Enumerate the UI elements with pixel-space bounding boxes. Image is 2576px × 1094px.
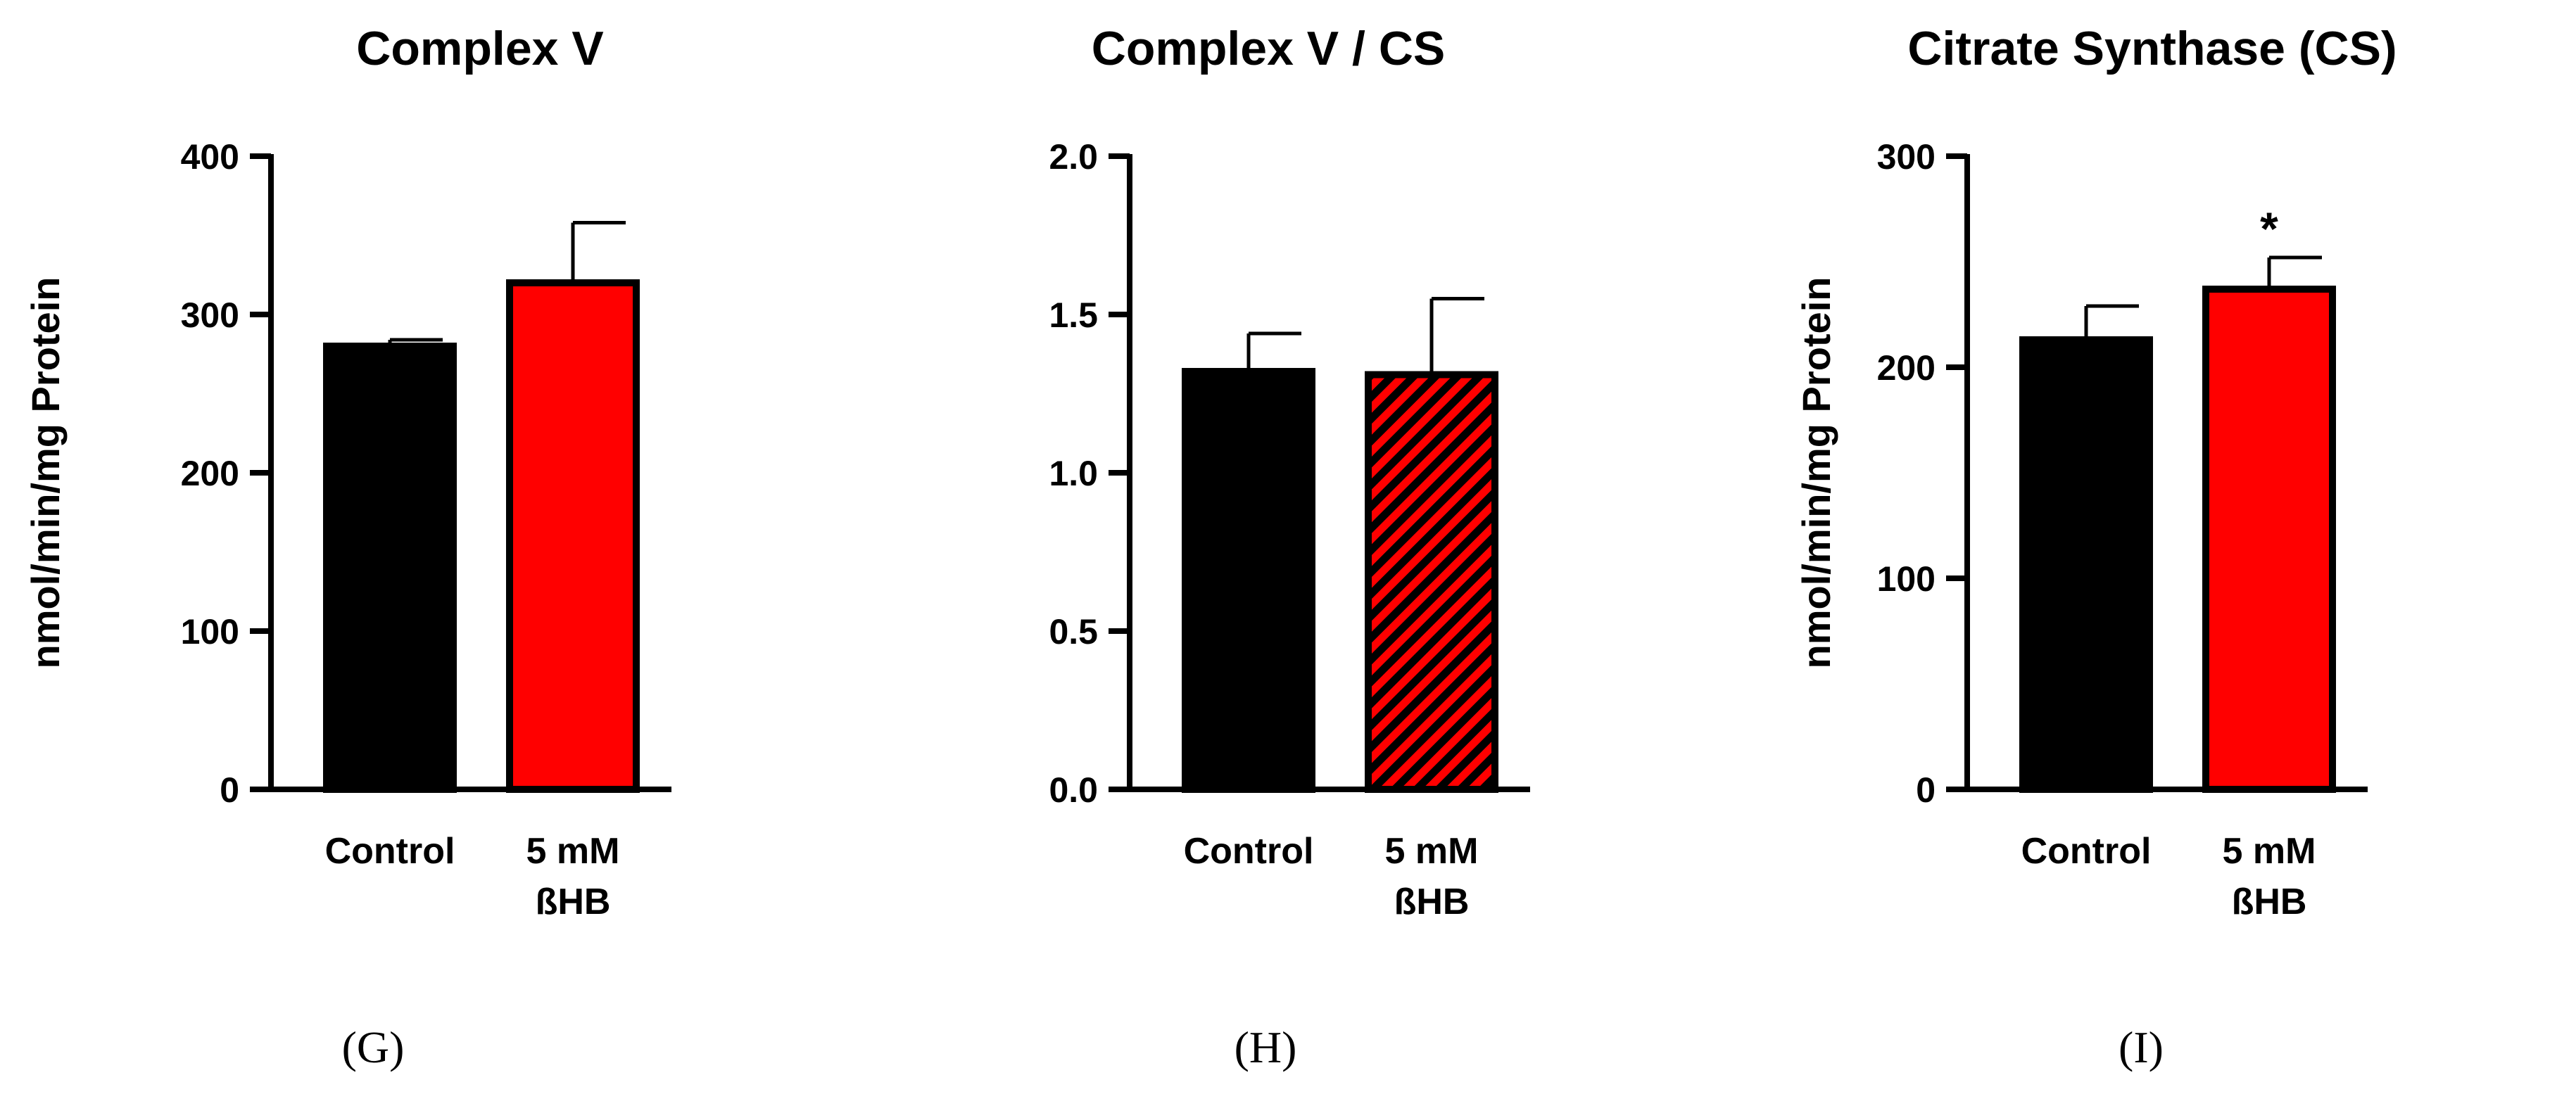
category-label: ßHB xyxy=(1394,882,1470,922)
y-tick-label: 2.0 xyxy=(1049,137,1098,177)
y-tick-label: 0.0 xyxy=(1049,770,1098,810)
panel-label: (H) xyxy=(1235,1022,1297,1072)
y-tick-label: 200 xyxy=(1877,348,1936,388)
panel-label: (G) xyxy=(342,1022,405,1072)
y-axis-label: nmol/min/mg Protein xyxy=(1794,277,1838,669)
category-label: ßHB xyxy=(536,882,611,922)
bar xyxy=(1365,371,1498,793)
y-tick-label: 1.5 xyxy=(1049,295,1098,335)
chart-title: Citrate Synthase (CS) xyxy=(1907,22,2397,75)
y-tick-label: 300 xyxy=(1877,137,1936,177)
bar xyxy=(2019,336,2153,793)
y-tick-label: 0 xyxy=(1916,770,1936,810)
chart-title: Complex V xyxy=(356,22,603,75)
bar xyxy=(506,279,640,793)
y-tick-label: 100 xyxy=(181,612,239,651)
category-label: 5 mM xyxy=(1385,831,1479,872)
chart-panel-2: Complex V / CS 0.0 0.5 1.0 1.5 2.0 Control 5 mM… xyxy=(1049,22,1530,1072)
y-tick-label: 200 xyxy=(181,454,239,493)
y-tick-label: 0 xyxy=(220,770,239,810)
chart-panel-1: Complex V nmol/min/mg Protein 0 100 200 300 40… xyxy=(23,22,671,1072)
y-axis-label: nmol/min/mg Protein xyxy=(23,277,68,669)
bar xyxy=(2202,286,2336,793)
chart-panel-3: Citrate Synthase (CS) nmol/min/mg Protein… xyxy=(1794,22,2397,1072)
bar xyxy=(323,343,457,793)
significance-marker: * xyxy=(2260,203,2278,255)
y-tick-label: 0.5 xyxy=(1049,612,1098,651)
category-label: 5 mM xyxy=(2223,831,2316,872)
panel-label: (I) xyxy=(2119,1022,2164,1072)
category-label: Control xyxy=(325,831,455,872)
y-tick-label: 400 xyxy=(181,137,239,177)
y-tick-label: 100 xyxy=(1877,559,1936,599)
category-label: Control xyxy=(2021,831,2152,872)
category-label: Control xyxy=(1184,831,1314,872)
category-label: ßHB xyxy=(2232,882,2307,922)
y-tick-label: 300 xyxy=(181,295,239,335)
category-label: 5 mM xyxy=(526,831,620,872)
bar xyxy=(1182,368,1315,793)
chart-title: Complex V / CS xyxy=(1092,22,1446,75)
y-tick-label: 1.0 xyxy=(1049,454,1098,493)
